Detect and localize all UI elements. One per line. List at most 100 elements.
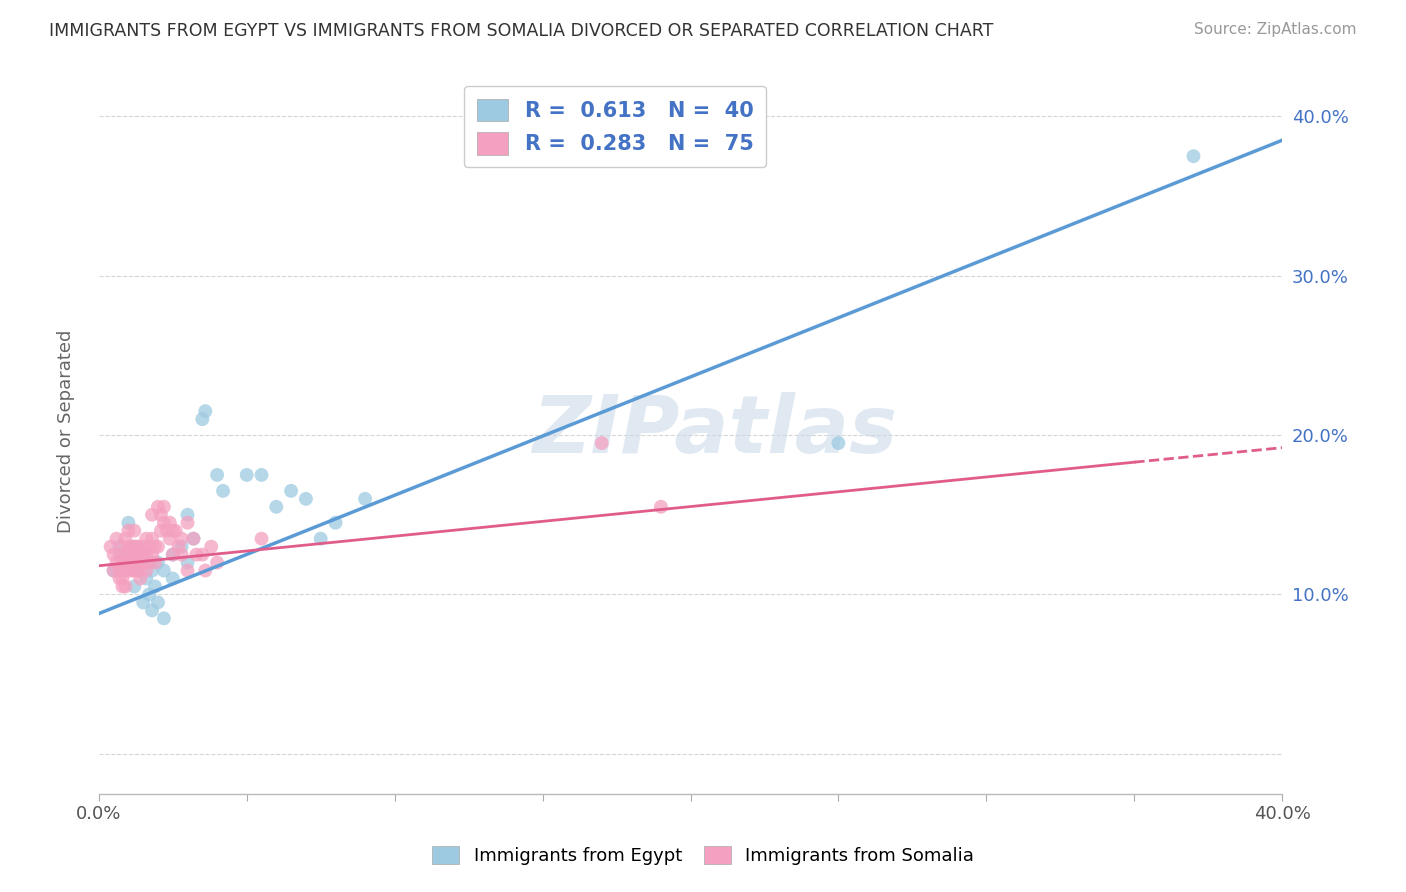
Legend: R =  0.613   N =  40, R =  0.283   N =  75: R = 0.613 N = 40, R = 0.283 N = 75 xyxy=(464,87,766,167)
Point xyxy=(162,548,184,562)
Point xyxy=(146,595,169,609)
Text: ZIPatlas: ZIPatlas xyxy=(531,392,897,470)
Point xyxy=(309,532,332,546)
Point xyxy=(127,556,149,570)
Point xyxy=(170,532,193,546)
Point xyxy=(124,564,146,578)
Point xyxy=(132,540,155,554)
Point xyxy=(141,564,163,578)
Point xyxy=(165,524,187,538)
Point xyxy=(141,603,163,617)
Point xyxy=(141,532,163,546)
Point xyxy=(135,572,157,586)
Point xyxy=(176,564,198,578)
Point xyxy=(124,548,146,562)
Point xyxy=(111,548,134,562)
Point xyxy=(108,548,131,562)
Point xyxy=(176,556,198,570)
Point xyxy=(138,587,160,601)
Point xyxy=(132,548,155,562)
Point xyxy=(138,556,160,570)
Point xyxy=(143,556,166,570)
Point xyxy=(250,532,273,546)
Point xyxy=(103,564,125,578)
Point xyxy=(650,500,672,514)
Point xyxy=(117,540,139,554)
Point xyxy=(127,548,149,562)
Point xyxy=(149,508,172,522)
Point xyxy=(117,564,139,578)
Point xyxy=(354,491,377,506)
Point xyxy=(132,556,155,570)
Point xyxy=(200,540,222,554)
Point xyxy=(146,540,169,554)
Point xyxy=(191,412,214,426)
Point xyxy=(100,540,122,554)
Point xyxy=(1182,149,1205,163)
Point xyxy=(105,532,128,546)
Point xyxy=(105,556,128,570)
Point xyxy=(146,556,169,570)
Point xyxy=(114,548,136,562)
Point xyxy=(120,548,142,562)
Point xyxy=(153,611,176,625)
Point xyxy=(135,548,157,562)
Point xyxy=(153,516,176,530)
Point xyxy=(124,579,146,593)
Point xyxy=(153,500,176,514)
Text: IMMIGRANTS FROM EGYPT VS IMMIGRANTS FROM SOMALIA DIVORCED OR SEPARATED CORRELATI: IMMIGRANTS FROM EGYPT VS IMMIGRANTS FROM… xyxy=(49,22,994,40)
Point xyxy=(111,556,134,570)
Point xyxy=(108,540,131,554)
Point xyxy=(162,572,184,586)
Point xyxy=(124,540,146,554)
Point xyxy=(325,516,347,530)
Point xyxy=(117,524,139,538)
Point xyxy=(129,572,152,586)
Point xyxy=(153,564,176,578)
Point xyxy=(117,516,139,530)
Point xyxy=(108,564,131,578)
Point xyxy=(149,524,172,538)
Point xyxy=(120,540,142,554)
Point xyxy=(120,564,142,578)
Point xyxy=(111,579,134,593)
Point xyxy=(170,540,193,554)
Point xyxy=(117,556,139,570)
Point xyxy=(114,564,136,578)
Point xyxy=(129,540,152,554)
Point xyxy=(143,540,166,554)
Point xyxy=(117,556,139,570)
Point xyxy=(159,516,181,530)
Point xyxy=(138,540,160,554)
Point xyxy=(129,548,152,562)
Point xyxy=(266,500,288,514)
Point xyxy=(146,500,169,514)
Point xyxy=(114,579,136,593)
Point xyxy=(111,540,134,554)
Point xyxy=(591,436,613,450)
Point xyxy=(120,556,142,570)
Point xyxy=(183,532,205,546)
Point xyxy=(132,595,155,609)
Point xyxy=(129,556,152,570)
Point xyxy=(250,467,273,482)
Point xyxy=(127,564,149,578)
Point xyxy=(141,508,163,522)
Point xyxy=(191,548,214,562)
Point xyxy=(124,540,146,554)
Point xyxy=(103,564,125,578)
Point xyxy=(132,548,155,562)
Point xyxy=(235,467,257,482)
Point xyxy=(162,524,184,538)
Point xyxy=(159,532,181,546)
Point xyxy=(176,516,198,530)
Point xyxy=(170,548,193,562)
Point xyxy=(103,548,125,562)
Point xyxy=(827,436,849,450)
Point xyxy=(108,572,131,586)
Point xyxy=(127,540,149,554)
Point xyxy=(205,556,228,570)
Point xyxy=(129,564,152,578)
Point xyxy=(186,548,208,562)
Point xyxy=(143,579,166,593)
